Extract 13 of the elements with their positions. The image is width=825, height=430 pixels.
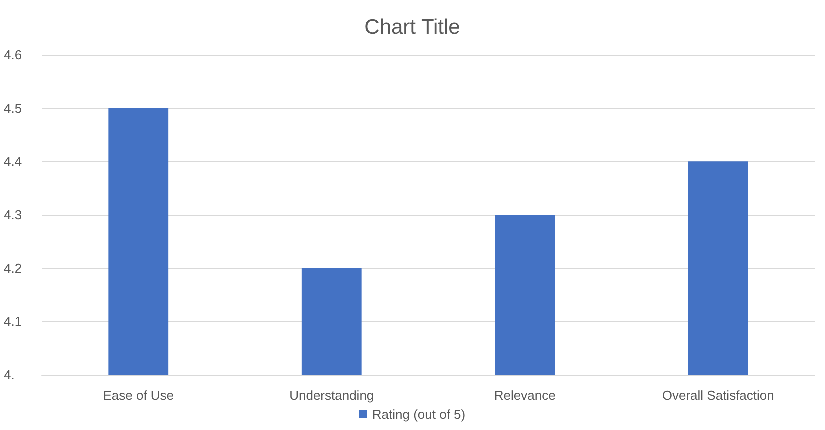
y-tick-label: 4.3 xyxy=(4,208,22,222)
x-tick-label: Ease of Use xyxy=(103,388,174,403)
x-tick-label: Overall Satisfaction xyxy=(662,388,774,403)
y-tick-label: 4.4 xyxy=(4,154,22,170)
legend-label: Rating (out of 5) xyxy=(372,407,466,422)
y-tick-label: 4. xyxy=(4,368,15,382)
chart-title: Chart Title xyxy=(364,16,460,39)
y-tick-label: 4.2 xyxy=(4,260,22,276)
y-tick-label: 4.6 xyxy=(4,48,22,62)
x-tick-label: Understanding xyxy=(290,388,374,403)
x-tick-label: Relevance xyxy=(494,388,556,403)
y-tick-label: 4.5 xyxy=(4,100,22,116)
y-tick-label: 4.1 xyxy=(4,314,22,330)
